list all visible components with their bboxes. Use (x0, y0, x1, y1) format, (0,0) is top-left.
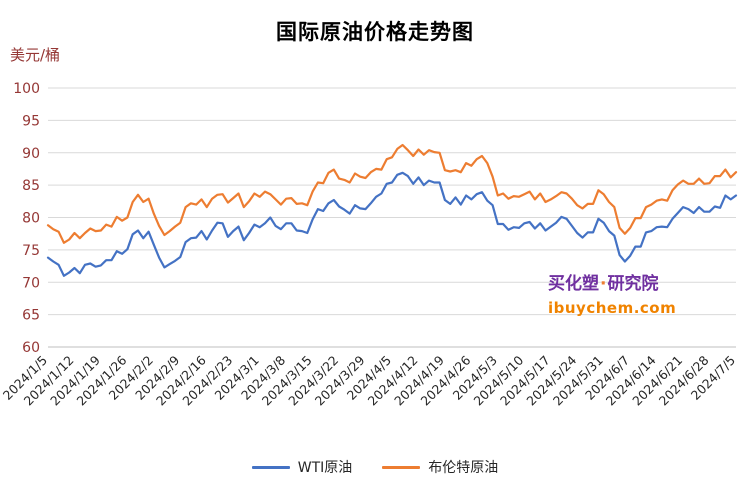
y-tick-label: 70 (22, 275, 40, 291)
y-tick-label: 75 (22, 243, 40, 259)
wti-series-line (46, 171, 738, 277)
y-tick-label: 85 (22, 178, 40, 194)
legend-item-wti: WTI原油 (251, 457, 353, 477)
watermark-url: ibuychem.com (548, 299, 677, 318)
y-tick-label: 90 (22, 146, 40, 162)
y-tick-label: 95 (22, 113, 40, 129)
watermark: 买化塑·研究院 ibuychem.com (548, 274, 676, 318)
chart-title: 国际原油价格走势图 (276, 20, 474, 44)
wti-legend-label: WTI原油 (297, 460, 353, 476)
wti-legend-line-swatch (251, 465, 290, 469)
watermark-brand-suffix: 研究院 (607, 274, 659, 294)
watermark-brand-line: 买化塑·研究院 (548, 274, 676, 295)
y-tick-label: 65 (22, 308, 40, 324)
brent-legend-line-swatch (382, 465, 421, 469)
brent-legend-label: 布伦特原油 (428, 460, 499, 476)
legend: WTI原油 布伦特原油 (0, 457, 750, 477)
y-tick-label: 80 (22, 211, 40, 227)
watermark-dot-separator: · (600, 274, 607, 294)
y-tick-label: 100 (13, 81, 40, 97)
watermark-brand: 买化塑 (548, 274, 599, 294)
legend-item-brent: 布伦特原油 (382, 457, 498, 477)
brent-series-line (46, 143, 738, 244)
y-axis-unit-label: 美元/桶 (10, 46, 61, 64)
y-tick-label: 60 (22, 340, 40, 356)
